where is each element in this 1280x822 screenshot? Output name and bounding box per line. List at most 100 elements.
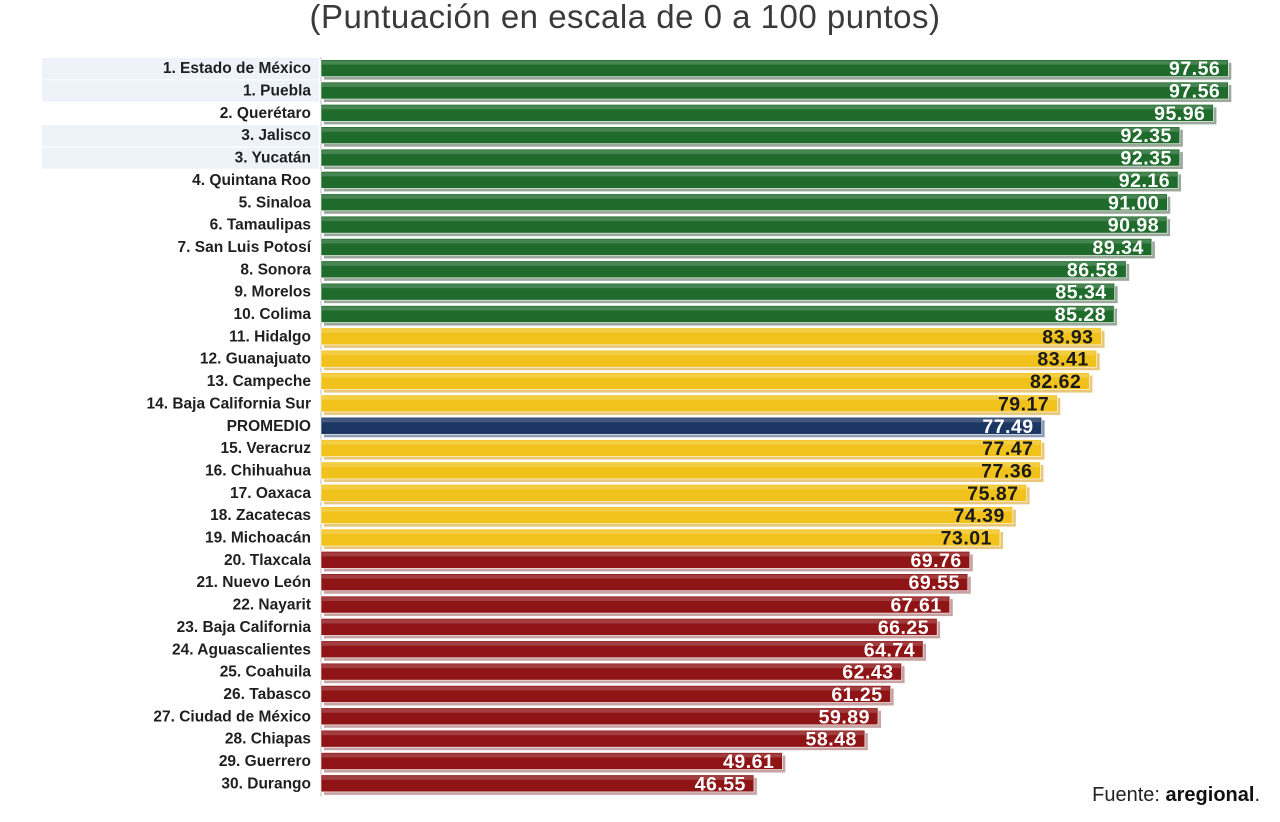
value-label: 73.01	[941, 528, 992, 550]
bar-gloss	[322, 306, 1114, 311]
bar-gloss	[322, 440, 1041, 445]
bar-gloss	[322, 194, 1167, 199]
bar-gloss	[322, 150, 1179, 155]
bar-gloss	[322, 574, 967, 579]
bar	[320, 640, 924, 659]
value-label: 66.25	[878, 617, 929, 639]
bar-gloss	[322, 462, 1040, 467]
bar	[320, 81, 1229, 100]
bar-gloss	[322, 217, 1167, 222]
bar	[320, 484, 1027, 502]
bar-gloss	[322, 753, 782, 758]
category-label: 19. Michoacán	[205, 530, 311, 547]
value-label: 58.48	[806, 729, 857, 751]
bar	[320, 752, 783, 770]
row-highlight	[42, 58, 319, 80]
source-brand: aregional	[1165, 784, 1255, 806]
bar	[320, 215, 1168, 234]
value-label: 92.35	[1121, 148, 1172, 170]
bar	[320, 707, 879, 726]
category-label: 8. Sonora	[240, 261, 311, 278]
value-label: 61.25	[831, 684, 882, 706]
category-label: 28. Chiapas	[225, 731, 311, 748]
value-label: 89.34	[1093, 237, 1144, 259]
category-label: 17. Oaxaca	[230, 485, 311, 502]
bar-gloss	[322, 731, 864, 736]
bar	[320, 416, 1042, 435]
bar-gloss	[322, 239, 1151, 244]
bar-gloss	[322, 351, 1096, 356]
value-label: 86.58	[1067, 259, 1118, 281]
bar	[320, 394, 1058, 413]
bar	[320, 595, 951, 614]
category-label: 3. Jalisco	[241, 127, 311, 144]
bar	[320, 59, 1229, 77]
value-label: 64.74	[864, 639, 915, 661]
bar-gloss	[322, 328, 1101, 333]
bar	[320, 685, 891, 703]
category-label: 30. Durango	[221, 775, 311, 792]
bar-gloss	[322, 619, 937, 624]
bar	[320, 349, 1098, 368]
value-label: 69.55	[909, 572, 960, 594]
bar-gloss	[322, 284, 1114, 289]
category-label: 21. Nuevo León	[196, 574, 311, 591]
bar-gloss	[322, 686, 890, 691]
category-label: 18. Zacatecas	[210, 507, 311, 524]
value-label: 69.76	[910, 550, 961, 572]
bar-gloss	[322, 83, 1228, 88]
category-label: 16. Chihuahua	[205, 462, 311, 479]
bar	[320, 193, 1168, 212]
bar-gloss	[322, 641, 923, 646]
bar	[320, 774, 755, 793]
bar	[320, 528, 1001, 547]
value-label: 83.41	[1037, 349, 1088, 371]
category-label: 6. Tamaulipas	[210, 217, 311, 234]
category-label: 25. Coahuila	[220, 664, 312, 681]
category-label: 7. San Luis Potosí	[178, 239, 312, 256]
category-label: 10. Colima	[233, 306, 311, 323]
category-label: 27. Ciudad de México	[153, 708, 311, 725]
row-highlight	[42, 147, 319, 169]
row-highlight	[42, 125, 319, 147]
value-label: 90.98	[1108, 215, 1159, 237]
bar-gloss	[322, 552, 969, 557]
bar-gloss	[322, 597, 949, 602]
category-label: 14. Baja California Sur	[146, 395, 311, 412]
category-label: PROMEDIO	[227, 418, 311, 435]
value-label: 79.17	[998, 393, 1049, 415]
bar-gloss	[322, 395, 1057, 400]
bar	[320, 282, 1115, 301]
value-label: 77.47	[982, 438, 1033, 460]
row-highlight	[42, 80, 319, 102]
bar	[320, 461, 1041, 480]
bar	[320, 148, 1181, 167]
category-label: 1. Estado de México	[163, 60, 311, 77]
bar-gloss	[322, 775, 753, 780]
bar	[320, 238, 1153, 256]
bar-gloss	[322, 261, 1126, 266]
value-label: 97.56	[1169, 81, 1220, 103]
bar	[320, 372, 1090, 390]
value-label: 46.55	[695, 773, 746, 795]
bar	[320, 573, 969, 592]
category-label: 20. Tlaxcala	[224, 552, 311, 569]
value-label: 83.93	[1042, 326, 1093, 348]
category-label: 12. Guanajuato	[200, 351, 311, 368]
value-label: 75.87	[967, 483, 1018, 505]
bar-gloss	[322, 373, 1089, 378]
bar	[320, 439, 1042, 457]
bar	[320, 104, 1214, 122]
value-label: 77.49	[982, 416, 1033, 438]
bar-gloss	[322, 708, 877, 713]
bar	[320, 260, 1127, 279]
bar-gloss	[322, 60, 1228, 65]
category-label: 15. Veracruz	[221, 440, 312, 457]
bar-gloss	[322, 127, 1179, 132]
category-label: 2. Querétaro	[220, 105, 311, 122]
bar	[320, 327, 1102, 346]
category-label: 23. Baja California	[177, 619, 312, 636]
value-label: 49.61	[723, 751, 774, 773]
source-suffix: .	[1254, 784, 1260, 806]
